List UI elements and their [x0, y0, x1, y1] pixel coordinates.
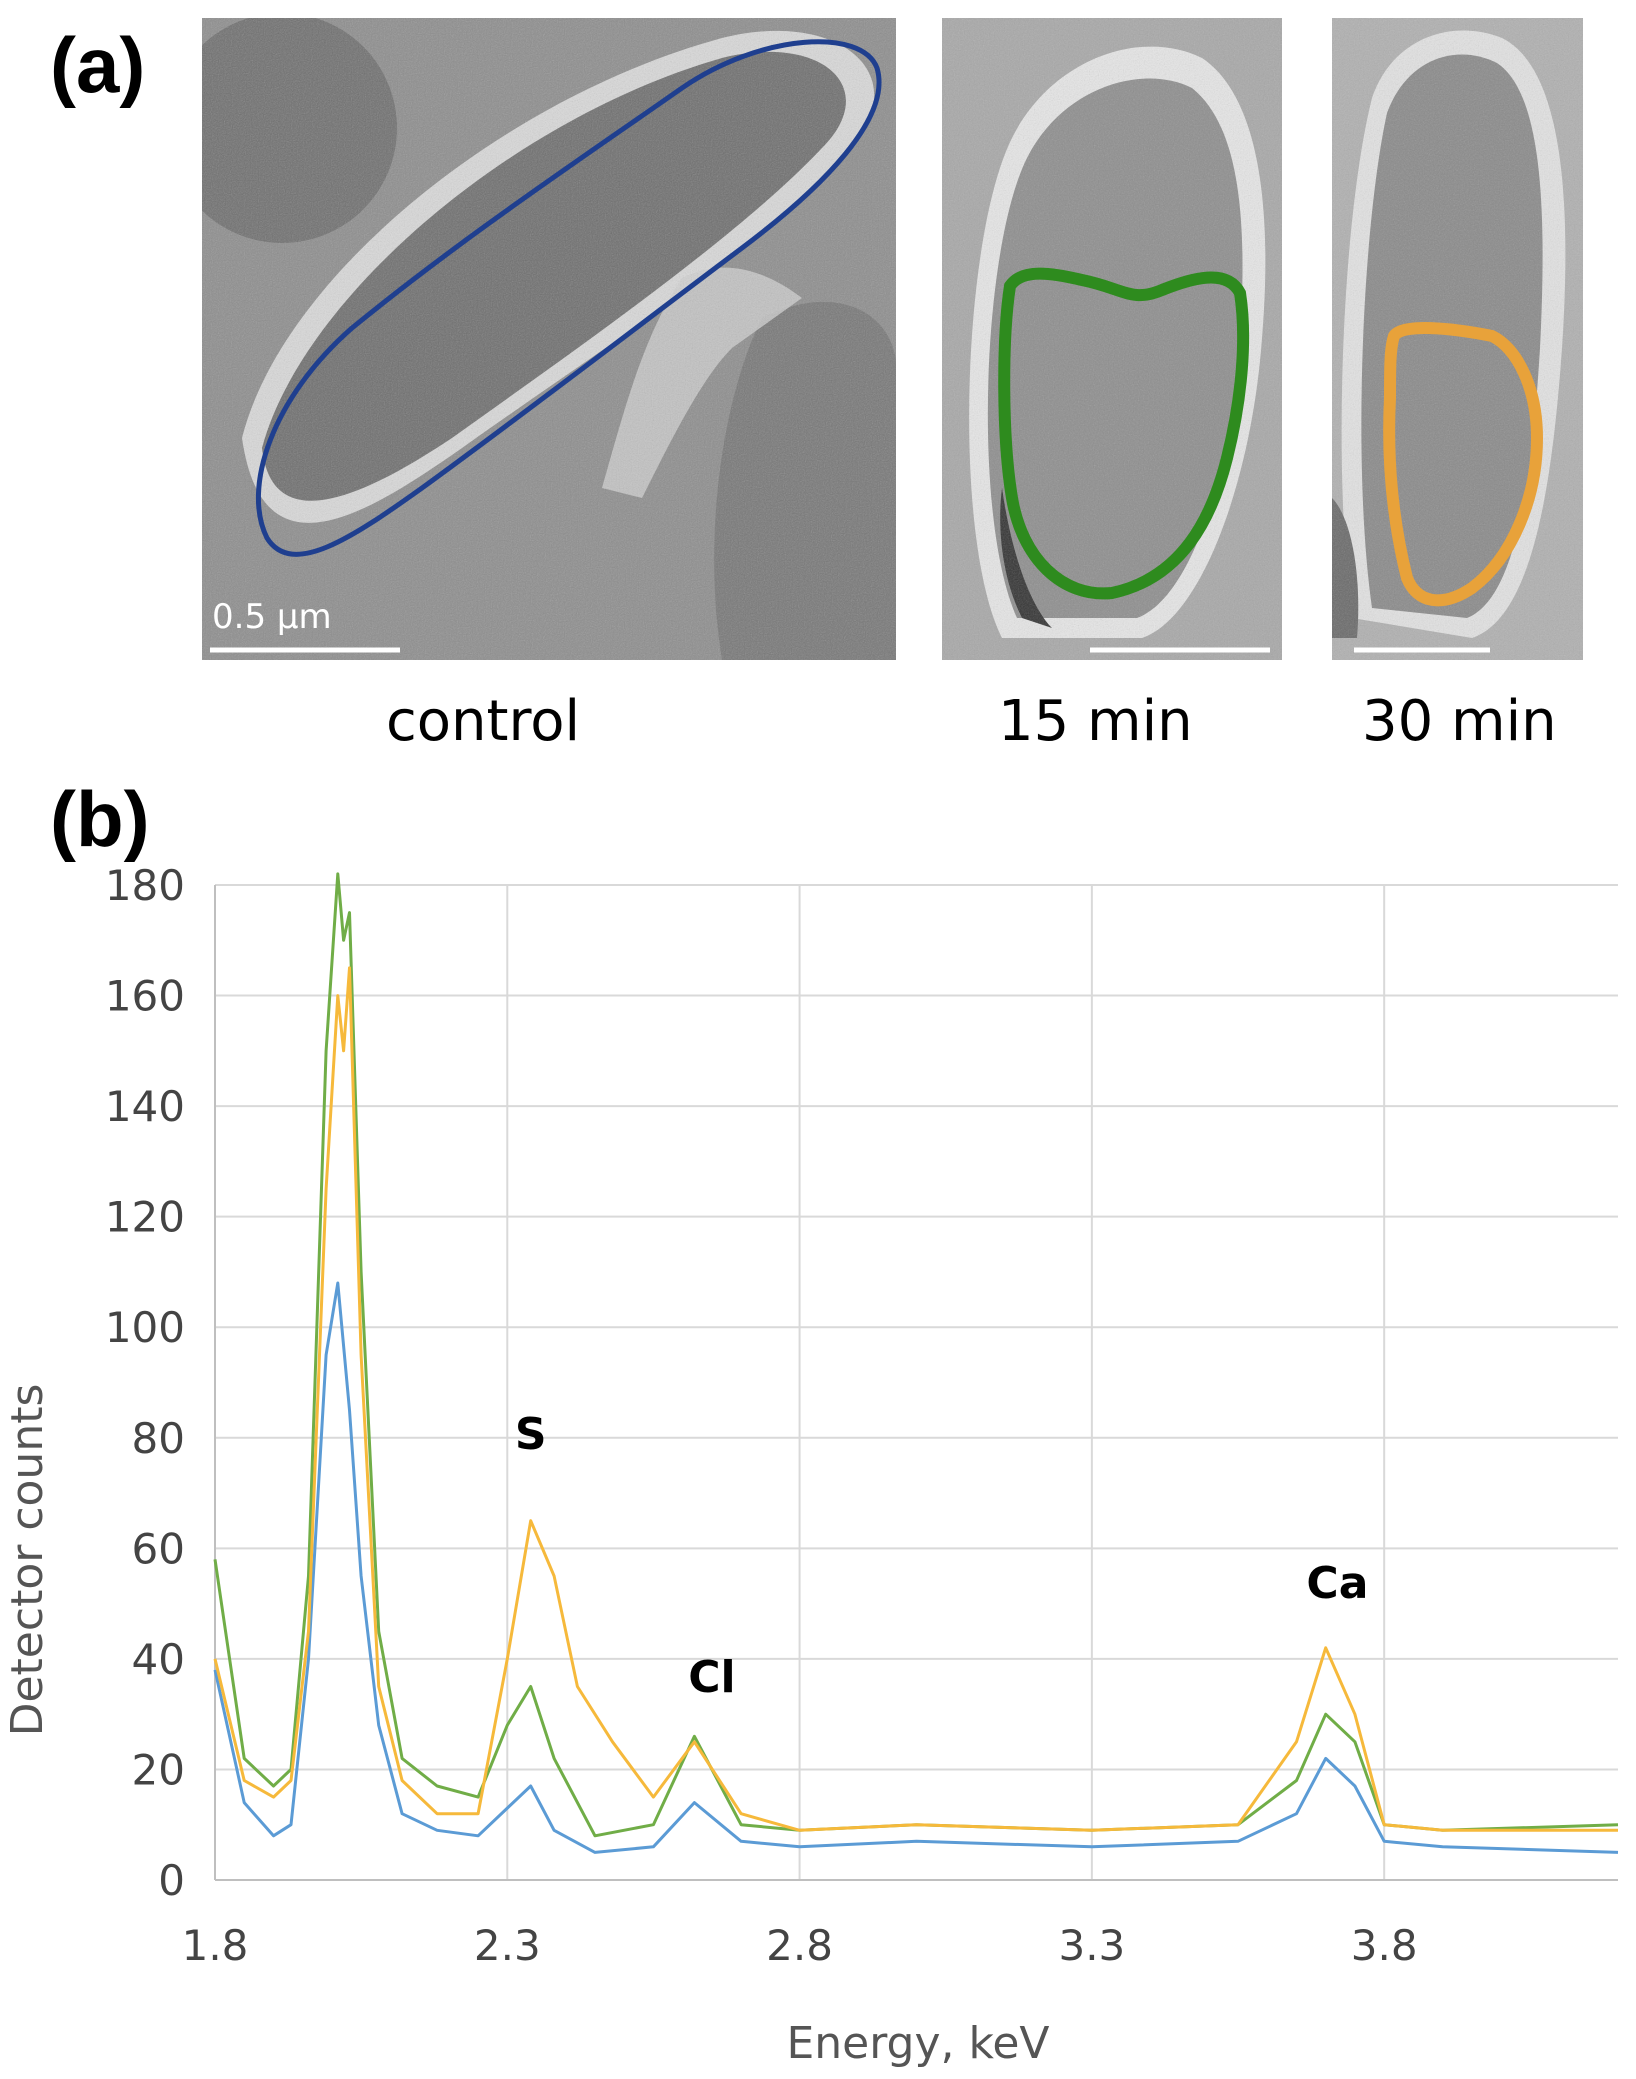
micrograph-30-min [1332, 18, 1583, 660]
x-tick-label: 3.8 [1351, 1921, 1418, 1970]
caption-15-min: 15 min [998, 689, 1193, 754]
peak-annotations: PSClCa [515, 1409, 1369, 1703]
y-tick-label: 180 [105, 861, 185, 910]
peak-label: Cl [688, 1652, 735, 1703]
peak-label: Ca [1306, 1558, 1368, 1609]
caption-control: control [386, 689, 581, 754]
x-tick-label: 2.3 [474, 1921, 541, 1970]
panel-b-label: (b) [50, 775, 150, 863]
y-tick-label: 20 [132, 1745, 185, 1794]
caption-30-min: 30 min [1362, 689, 1557, 754]
chart-series [213, 872, 1619, 1854]
y-tick-label: 100 [105, 1303, 185, 1352]
y-tick-label: 160 [105, 972, 185, 1021]
control-cell-outline [255, 39, 882, 557]
series-line-3 [213, 966, 1618, 1832]
y-tick-label: 120 [105, 1193, 185, 1242]
x-tick-label: 3.3 [1058, 1921, 1125, 1970]
x-axis-ticks: 1.8 2.3 2.8 3.3 3.8 [182, 1921, 1418, 1970]
x-tick-label: 2.8 [766, 1921, 833, 1970]
15-min-cell-outline [998, 267, 1250, 600]
peak-label: S [515, 1409, 547, 1460]
micrograph-15-min [942, 18, 1282, 660]
eds-spectrum-chart: 0 20 40 60 80 100 120 140 160 180 1.8 2.3 2.8 3.3 3.8… [2, 861, 1619, 2069]
x-axis-title: Energy, keV [786, 2018, 1049, 2069]
series-line-2 [213, 872, 1619, 1838]
scale-bar-label: 0.5 µm [212, 597, 332, 637]
30-min-cell-outline [1383, 322, 1544, 607]
y-axis-title: Detector counts [2, 1384, 53, 1737]
y-tick-label: 0 [158, 1856, 185, 1905]
micrograph-control [202, 18, 896, 660]
series-line-1 [213, 1281, 1619, 1854]
y-tick-label: 60 [132, 1524, 185, 1573]
y-tick-label: 40 [132, 1635, 185, 1684]
x-tick-label: 1.8 [182, 1921, 249, 1970]
y-tick-label: 140 [105, 1082, 185, 1131]
panel-a-label: (a) [50, 21, 146, 109]
y-tick-label: 80 [132, 1414, 185, 1463]
y-axis-ticks: 0 20 40 60 80 100 120 140 160 180 [105, 861, 185, 1905]
chart-grid [214, 884, 1618, 1881]
